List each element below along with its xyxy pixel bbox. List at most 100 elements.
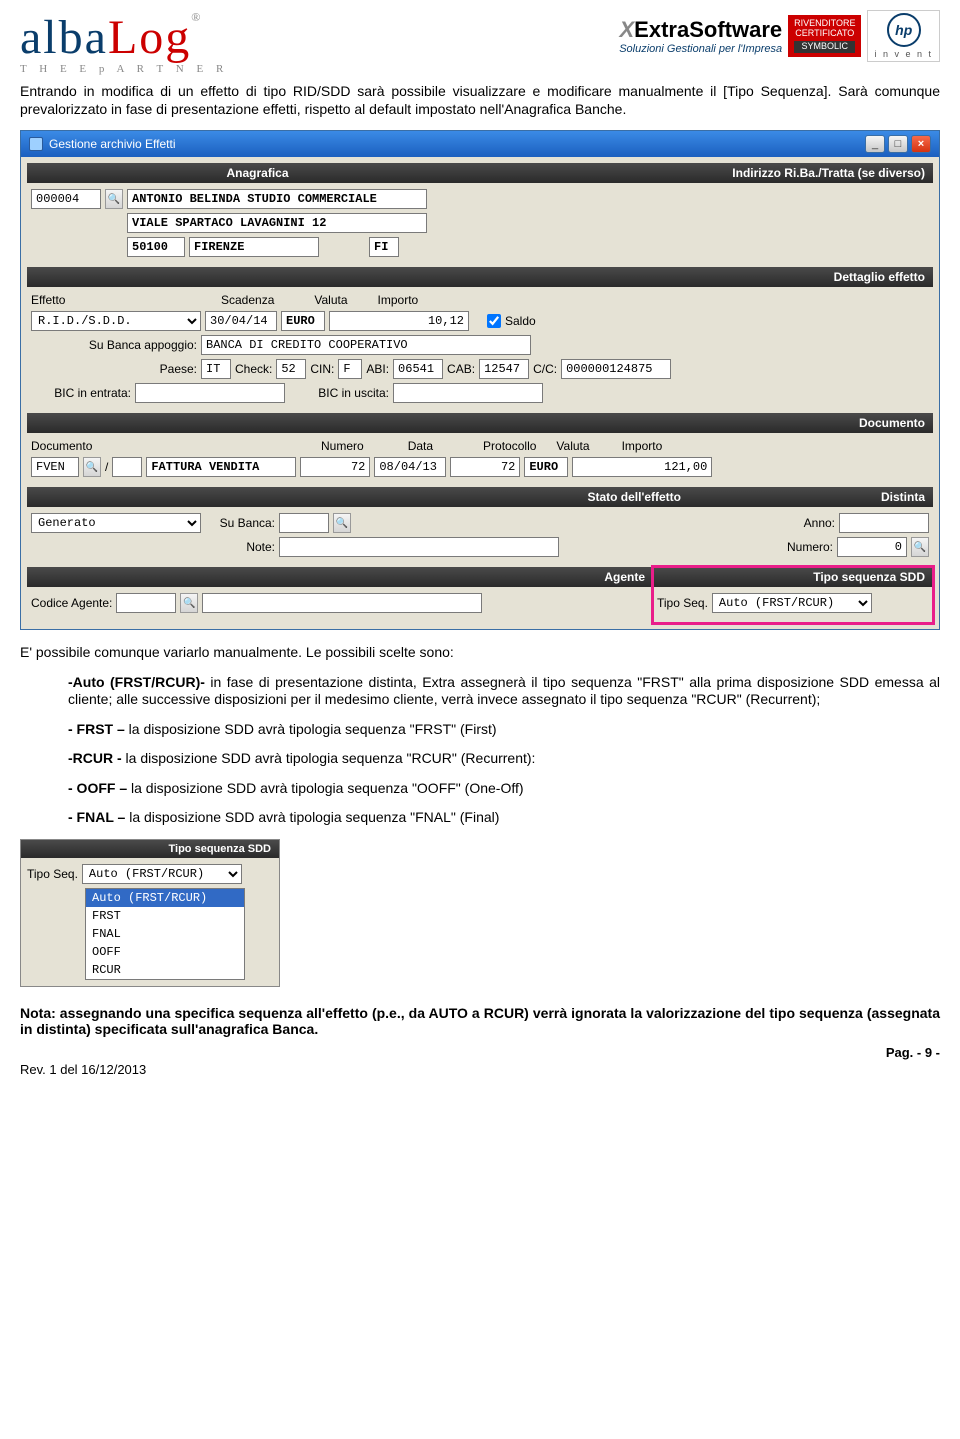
- hdr-dettaglio: Dettaglio effetto: [35, 270, 925, 284]
- window-gestione-effetti: Gestione archivio Effetti _ □ × Anagrafi…: [20, 130, 940, 630]
- input-cin[interactable]: [338, 359, 362, 379]
- input-doc-tipo[interactable]: [31, 457, 79, 477]
- input-note[interactable]: [279, 537, 559, 557]
- input-abi[interactable]: [393, 359, 443, 379]
- lbl-saldo: Saldo: [505, 314, 536, 328]
- section-dettaglio-header: Dettaglio effetto: [27, 267, 933, 287]
- lbl-scadenza: Scadenza: [221, 293, 274, 307]
- dropdown-opt-fnal[interactable]: FNAL: [86, 925, 244, 943]
- input-prov[interactable]: [369, 237, 399, 257]
- input-doc-importo[interactable]: [572, 457, 712, 477]
- lbl-bic-out: BIC in uscita:: [289, 386, 389, 400]
- lbl-protocollo: Protocollo: [483, 439, 536, 453]
- input-nome[interactable]: [127, 189, 427, 209]
- input-via[interactable]: [127, 213, 427, 233]
- window-title: Gestione archivio Effetti: [49, 137, 176, 151]
- select-effetto[interactable]: R.I.D./S.D.D.: [31, 311, 201, 331]
- sub-window-tiposeq: Tipo sequenza SDD Tipo Seq. Auto (FRST/R…: [20, 839, 280, 987]
- minimize-button[interactable]: _: [865, 135, 885, 153]
- input-doc-serie[interactable]: [112, 457, 142, 477]
- lookup-codice-button[interactable]: 🔍: [105, 189, 123, 209]
- input-cc[interactable]: [561, 359, 671, 379]
- checkbox-saldo[interactable]: [487, 314, 501, 328]
- input-doc-num[interactable]: [300, 457, 370, 477]
- sub-lbl-tiposeq: Tipo Seq.: [27, 867, 78, 881]
- section-agente-header: Agente: [27, 567, 653, 587]
- input-codice-agente[interactable]: [116, 593, 176, 613]
- input-agente-desc[interactable]: [202, 593, 482, 613]
- section-anagrafica-header: Anagrafica Indirizzo Ri.Ba./Tratta (se d…: [27, 163, 933, 183]
- close-button[interactable]: ×: [911, 135, 931, 153]
- dropdown-opt-frst[interactable]: FRST: [86, 907, 244, 925]
- lbl-subanca: Su Banca:: [205, 516, 275, 530]
- logo-extrasoftware: XExtraSoftware Soluzioni Gestionali per …: [619, 17, 782, 55]
- section-stato-header: Stato dell'effetto Distinta: [27, 487, 933, 507]
- input-doc-desc[interactable]: [146, 457, 296, 477]
- select-stato[interactable]: Generato: [31, 513, 201, 533]
- lookup-doc-button[interactable]: 🔍: [83, 457, 101, 477]
- input-subanca[interactable]: [279, 513, 329, 533]
- input-scadenza[interactable]: [205, 311, 277, 331]
- input-citta[interactable]: [189, 237, 319, 257]
- hdr-documento: Documento: [35, 416, 925, 430]
- bullet-ooff: - OOFF – la disposizione SDD avrà tipolo…: [68, 780, 940, 798]
- hp-invent: i n v e n t: [874, 49, 933, 59]
- lbl-valuta2: Valuta: [556, 439, 589, 453]
- lbl-banca: Su Banca appoggio:: [31, 338, 197, 352]
- doc-slash: /: [105, 460, 108, 474]
- lbl-numero: Numero: [321, 439, 364, 453]
- input-check[interactable]: [276, 359, 306, 379]
- revision: Rev. 1 del 16/12/2013: [20, 1062, 940, 1077]
- titlebar[interactable]: Gestione archivio Effetti _ □ ×: [21, 131, 939, 157]
- input-anno[interactable]: [839, 513, 929, 533]
- input-cap[interactable]: [127, 237, 185, 257]
- input-numero2[interactable]: [837, 537, 907, 557]
- input-codice[interactable]: [31, 189, 101, 209]
- lbl-tiposeq: Tipo Seq.: [657, 596, 708, 610]
- lbl-cc: C/C:: [533, 362, 557, 376]
- input-valuta[interactable]: [281, 311, 325, 331]
- select-tiposeq[interactable]: Auto (FRST/RCUR): [712, 593, 872, 613]
- input-doc-valuta[interactable]: [524, 457, 568, 477]
- input-banca[interactable]: [201, 335, 531, 355]
- section-tiposeq-header: Tipo sequenza SDD: [653, 567, 933, 587]
- logo-tagline: T H E E p A R T N E R: [20, 63, 228, 75]
- lbl-valuta: Valuta: [314, 293, 347, 307]
- input-paese[interactable]: [201, 359, 231, 379]
- dropdown-opt-ooff[interactable]: OOFF: [86, 943, 244, 961]
- dropdown-opt-rcur[interactable]: RCUR: [86, 961, 244, 979]
- page-number: Pag. - 9 -: [20, 1045, 940, 1060]
- bullet-fnal: - FNAL – la disposizione SDD avrà tipolo…: [68, 809, 940, 827]
- dropdown-list[interactable]: Auto (FRST/RCUR) FRST FNAL OOFF RCUR: [85, 888, 245, 980]
- lbl-codice-agente: Codice Agente:: [31, 596, 112, 610]
- lookup-agente-button[interactable]: 🔍: [180, 593, 198, 613]
- badge-rivenditore: RIVENDITORE CERTIFICATO SYMBOLIC: [788, 15, 861, 57]
- lbl-abi: ABI:: [366, 362, 389, 376]
- panel-tipo-sequenza: Tipo sequenza SDD Tipo Seq. Auto (FRST/R…: [653, 567, 933, 623]
- maximize-button[interactable]: □: [888, 135, 908, 153]
- lookup-numero-button[interactable]: 🔍: [911, 537, 929, 557]
- lbl-paese: Paese:: [31, 362, 197, 376]
- hdr-stato: Stato dell'effetto: [35, 490, 881, 504]
- hdr-distinta: Distinta: [881, 490, 925, 504]
- sub-header: Tipo sequenza SDD: [21, 840, 279, 858]
- sub-select-tiposeq[interactable]: Auto (FRST/RCUR): [82, 864, 242, 884]
- nota: Nota: assegnando una specifica sequenza …: [20, 1005, 940, 1037]
- paragraph-1: Entrando in modifica di un effetto di ti…: [20, 83, 940, 118]
- input-doc-data[interactable]: [374, 457, 446, 477]
- bullet-auto: -Auto (FRST/RCUR)- in fase di presentazi…: [68, 674, 940, 709]
- logo-text-b: Log: [108, 11, 191, 64]
- lbl-importo2: Importo: [622, 439, 663, 453]
- lbl-documento: Documento: [31, 439, 101, 453]
- badge-line3: SYMBOLIC: [794, 41, 855, 53]
- lbl-effetto: Effetto: [31, 293, 91, 307]
- lookup-subanca-button[interactable]: 🔍: [333, 513, 351, 533]
- window-icon: [29, 137, 43, 151]
- input-bic-out[interactable]: [393, 383, 543, 403]
- input-bic-in[interactable]: [135, 383, 285, 403]
- input-cab[interactable]: [479, 359, 529, 379]
- input-doc-prot[interactable]: [450, 457, 520, 477]
- dropdown-opt-auto[interactable]: Auto (FRST/RCUR): [86, 889, 244, 907]
- logo-text-a: alba: [20, 11, 108, 64]
- input-importo[interactable]: [329, 311, 469, 331]
